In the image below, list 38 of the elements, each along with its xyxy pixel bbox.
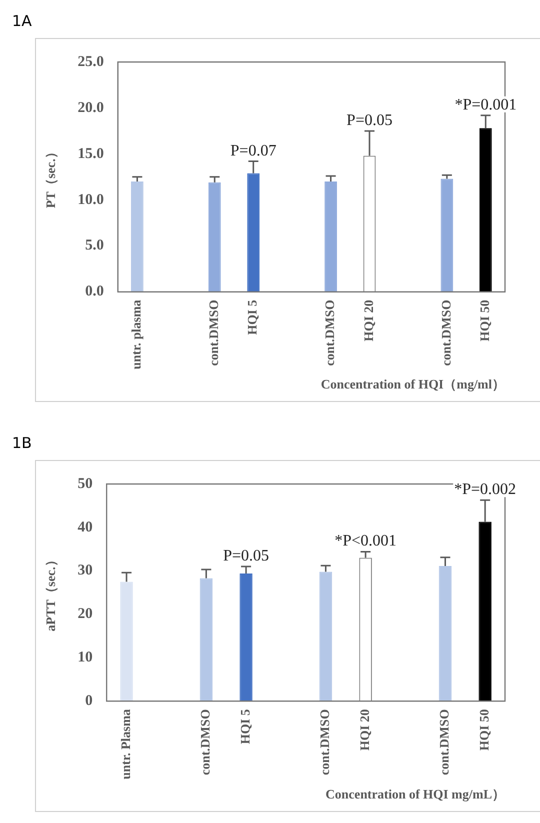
x-tick-label: HQI 50 <box>476 709 492 751</box>
x-tick-label: HQI 5 <box>237 708 252 744</box>
y-tick-label: 40 <box>78 519 93 536</box>
x-tick-label: HQI 5 <box>244 299 260 335</box>
chart-title: 1B <box>11 433 33 454</box>
y-tick-label: 5.0 <box>85 238 104 254</box>
y-tick-label: 15.0 <box>78 146 104 162</box>
annotation: P=0.05 <box>223 547 269 564</box>
x-tick-label: cont.DMSO <box>436 709 452 776</box>
y-tick-label: 0 <box>85 692 93 709</box>
x-axis-title: Concentration of HQI mg/mL） <box>326 786 505 802</box>
annotation: P=0.07 <box>230 142 276 160</box>
y-tick-label: 20.0 <box>78 100 104 116</box>
y-tick-label: 25.0 <box>78 54 104 70</box>
y-tick-label: 30 <box>78 562 93 579</box>
x-tick-label: HQI 20 <box>360 300 376 342</box>
x-tick-label: cont.DMSO <box>317 709 332 776</box>
x-tick-label: cont.DMSO <box>198 709 213 776</box>
x-axis-title: Concentration of HQI（mg/ml） <box>320 376 505 392</box>
annotation: *P=0.001 <box>454 96 517 114</box>
y-tick-label: 10.0 <box>78 192 104 208</box>
y-tick-label: 50 <box>78 476 93 492</box>
y-tick-label: 20 <box>78 606 93 622</box>
y-axis-title: PT（sec.） <box>43 146 58 208</box>
chart-title: 1A <box>11 11 33 32</box>
x-tick-label: untr. plasma <box>128 299 144 370</box>
annotation: *P<0.001 <box>334 532 397 550</box>
y-axis-title: aPTT（sec.） <box>43 554 58 632</box>
annotation: *P=0.002 <box>454 481 516 498</box>
x-tick-label: cont.DMSO <box>322 300 338 366</box>
y-tick-label: 0.0 <box>85 284 104 300</box>
x-tick-label: untr. Plasma <box>118 708 133 780</box>
x-tick-label: HQI 50 <box>477 300 492 342</box>
x-tick-label: cont.DMSO <box>438 300 454 366</box>
x-tick-label: cont.DMSO <box>206 300 221 366</box>
x-tick-label: HQI 20 <box>356 709 372 751</box>
annotation: P=0.05 <box>346 112 392 129</box>
y-tick-label: 10 <box>78 650 93 666</box>
